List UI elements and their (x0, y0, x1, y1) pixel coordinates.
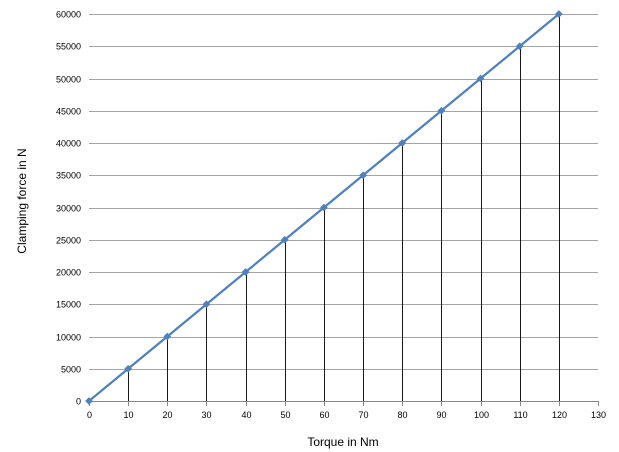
x-tick-label: 60 (319, 410, 329, 420)
y-tick-label: 15000 (56, 300, 81, 310)
data-point-marker (437, 106, 446, 115)
axes (89, 401, 599, 406)
series (85, 10, 563, 405)
data-point-marker (163, 332, 172, 341)
data-point-marker (85, 397, 93, 405)
y-tick-label: 0 (76, 397, 81, 407)
y-tick-label: 20000 (56, 268, 81, 278)
x-tick-label: 80 (397, 410, 407, 420)
drop-lines (128, 14, 560, 401)
x-tick-label: 100 (474, 410, 489, 420)
data-point-marker (398, 139, 407, 147)
data-point-marker (124, 364, 133, 373)
data-point-marker (554, 10, 563, 18)
x-tick-label: 120 (552, 410, 567, 420)
y-tick-label: 30000 (56, 204, 81, 214)
data-point-marker (359, 171, 368, 180)
x-tick-label: 70 (358, 410, 368, 420)
x-tick-label: 30 (201, 410, 211, 420)
data-point-marker (280, 235, 289, 244)
data-point-marker (515, 42, 524, 51)
y-tick-label: 35000 (56, 171, 81, 181)
y-tick-label: 45000 (56, 107, 81, 117)
x-tick-label: 10 (123, 410, 133, 420)
x-tick-label: 40 (241, 410, 251, 420)
x-tick-label: 90 (436, 410, 446, 420)
y-tick-label: 5000 (61, 365, 81, 375)
gridlines (89, 14, 598, 370)
data-point-marker (319, 203, 328, 212)
x-tick-label: 0 (87, 410, 92, 420)
y-tick-label: 40000 (56, 139, 81, 149)
data-point-marker (202, 300, 211, 309)
y-axis-title: Clamping force in N (15, 148, 29, 253)
y-tick-label: 25000 (56, 236, 81, 246)
x-axis-title: Torque in Nm (307, 435, 378, 449)
x-tick-label: 50 (280, 410, 290, 420)
y-tick-label: 10000 (56, 333, 81, 343)
x-tick-label: 110 (513, 410, 527, 420)
data-point-marker (241, 268, 250, 276)
data-point-marker (476, 74, 485, 83)
y-tick-label: 60000 (56, 10, 81, 20)
y-tick-label: 50000 (56, 75, 81, 85)
y-tick-label: 55000 (56, 42, 81, 52)
x-tick-label: 130 (591, 410, 606, 420)
tick-labels: 0 5000 10000 15000 20000 25000 30000 35000 40000… (56, 10, 606, 421)
x-tick-label: 20 (162, 410, 172, 420)
